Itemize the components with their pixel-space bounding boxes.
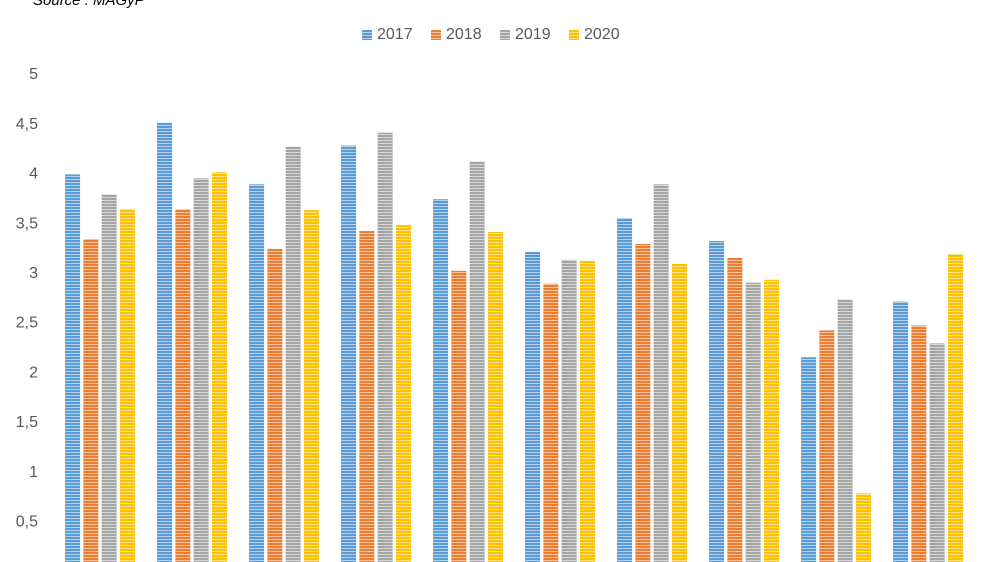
legend-label: 2017 [377,26,413,43]
bar [653,184,669,562]
bar [211,172,227,562]
y-tick-label: 3,5 [16,215,38,232]
bar [947,253,963,562]
y-tick-label: 2 [29,364,38,381]
y-tick-label: 0,5 [16,513,38,530]
legend-swatch [362,30,372,40]
bar [451,270,467,562]
bar [819,330,835,562]
bar [469,161,485,562]
y-tick-label: 1,5 [16,414,38,431]
legend-swatch [431,30,441,40]
bar [617,218,633,562]
bar [487,232,503,562]
bar [893,301,909,562]
bar [671,263,687,562]
chart-source: Source : MAGyP [33,0,145,9]
bar [395,225,411,562]
bar [249,184,265,562]
legend-swatch [569,30,579,40]
bar [193,178,209,562]
bar [65,174,81,562]
y-tick-label: 1 [29,464,38,481]
y-tick-label: 4 [29,166,38,183]
bar [285,146,301,562]
y-tick-label: 4,5 [16,116,38,133]
bar [83,238,99,562]
bar [911,325,927,562]
bar [359,231,375,562]
bar [377,132,393,562]
bar [157,122,173,562]
bar [929,343,945,562]
bar [579,260,595,562]
bar [635,243,651,562]
bar [175,209,191,562]
y-tick-label: 5 [29,66,38,83]
bar [341,145,357,562]
y-tick-label: 3 [29,265,38,282]
bar [525,251,541,562]
legend-label: 2020 [584,26,620,43]
legend-swatch [500,30,510,40]
bar [119,209,135,562]
bar [763,279,779,562]
y-tick-label: 2,5 [16,315,38,332]
bar [745,282,761,562]
bar [267,248,283,562]
legend-label: 2019 [515,26,551,43]
bar [303,210,319,562]
legend-label: 2018 [446,26,482,43]
bar [727,257,743,562]
bar [855,493,871,562]
bar [709,240,725,562]
bar [433,199,449,562]
bar [543,283,559,562]
bar [101,194,117,562]
bar [837,299,853,562]
bar [801,357,817,562]
bar [561,259,577,562]
